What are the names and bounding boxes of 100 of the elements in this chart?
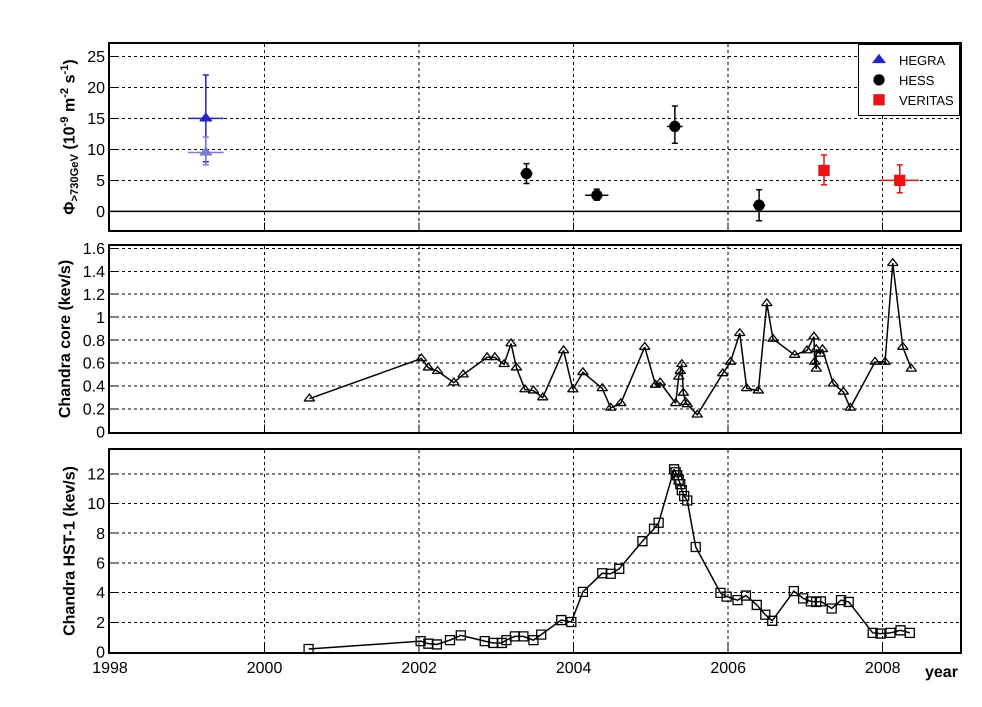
point: [869, 356, 881, 365]
point: [518, 631, 529, 642]
point: [648, 524, 660, 534]
point: [614, 564, 624, 574]
point: [199, 112, 212, 122]
point: [488, 638, 498, 648]
point: [690, 542, 701, 552]
point: [199, 146, 212, 156]
point: [674, 474, 684, 485]
point: [501, 634, 512, 646]
point: [678, 490, 690, 502]
point: [558, 345, 570, 354]
point: [577, 367, 589, 376]
y-tick-label: 10: [87, 496, 106, 514]
point: [894, 174, 906, 186]
point: [732, 595, 743, 606]
point: [753, 200, 765, 211]
point: [806, 596, 816, 606]
x-axis-title: year: [925, 664, 958, 681]
point: [304, 394, 316, 402]
point: [422, 362, 434, 371]
y-tick-label: 12: [87, 466, 106, 484]
y-tick-label: 0.2: [82, 402, 106, 419]
point: [721, 591, 732, 602]
point: [481, 352, 493, 360]
point: [520, 168, 532, 180]
point: [715, 588, 726, 598]
point: [904, 628, 915, 638]
point: [528, 634, 539, 646]
point: [432, 639, 442, 650]
point: [811, 596, 822, 608]
y-tick-label: 5: [96, 173, 106, 190]
y-axis-title: Chandra core (kev/s): [57, 260, 74, 418]
y-tick-label: 1: [96, 310, 106, 327]
point: [670, 467, 681, 478]
point: [724, 356, 736, 365]
y-tick-label: 8: [96, 526, 106, 543]
y-tick-label: 0.8: [82, 332, 106, 350]
point: [675, 479, 686, 490]
point: [444, 634, 456, 646]
y-tick-label: 10: [87, 142, 106, 159]
x-tick-label: 1998: [92, 660, 128, 677]
legend-label: VERITAS: [899, 92, 954, 108]
point: [752, 600, 762, 610]
point: [432, 366, 444, 374]
y-tick-label: 0: [96, 424, 106, 442]
point: [678, 388, 690, 396]
point: [816, 596, 826, 606]
point: [303, 644, 314, 654]
y-tick-label: 4: [96, 585, 106, 602]
point: [597, 568, 608, 578]
point: [670, 398, 682, 406]
point: [826, 603, 837, 614]
point: [682, 495, 692, 506]
x-tick-label: 2000: [246, 660, 282, 677]
y-tick-label: 0.4: [82, 378, 106, 396]
y-tick-label: 25: [87, 49, 106, 66]
point: [510, 362, 522, 371]
point: [578, 586, 588, 597]
point: [457, 369, 469, 378]
point: [676, 484, 687, 496]
point: [767, 616, 778, 626]
point: [816, 344, 828, 352]
point: [637, 536, 648, 546]
point: [875, 628, 886, 639]
x-tick-label: 2002: [401, 660, 437, 677]
y-axis-title: Chandra HST-1 (kev/s): [62, 466, 79, 636]
point: [606, 568, 616, 579]
point: [740, 590, 752, 601]
point: [836, 595, 846, 606]
point: [415, 636, 426, 646]
point: [496, 638, 507, 648]
point: [416, 353, 428, 362]
point: [760, 610, 770, 620]
legend-label: HESS: [899, 72, 935, 88]
point: [528, 386, 540, 394]
point: [510, 631, 520, 642]
point: [456, 630, 466, 641]
x-tick-label: 2004: [556, 660, 592, 677]
point: [669, 120, 681, 132]
x-tick-label: 2006: [710, 660, 746, 677]
x-tick-label: 2008: [864, 660, 901, 677]
point: [818, 164, 830, 176]
y-tick-label: 1.2: [82, 286, 106, 304]
point: [767, 334, 779, 342]
point: [480, 636, 490, 646]
point: [566, 616, 576, 628]
point: [505, 338, 517, 346]
point: [654, 377, 666, 386]
point: [788, 586, 800, 596]
y-tick-label: 1.4: [82, 264, 106, 281]
point: [879, 356, 891, 365]
point: [868, 628, 878, 638]
point: [844, 596, 854, 608]
point: [567, 384, 579, 392]
y-tick-label: 6: [96, 555, 106, 572]
y-tick-label: 2: [96, 614, 106, 632]
point: [423, 638, 434, 649]
point: [653, 518, 664, 528]
y-tick-label: 0: [96, 644, 106, 662]
